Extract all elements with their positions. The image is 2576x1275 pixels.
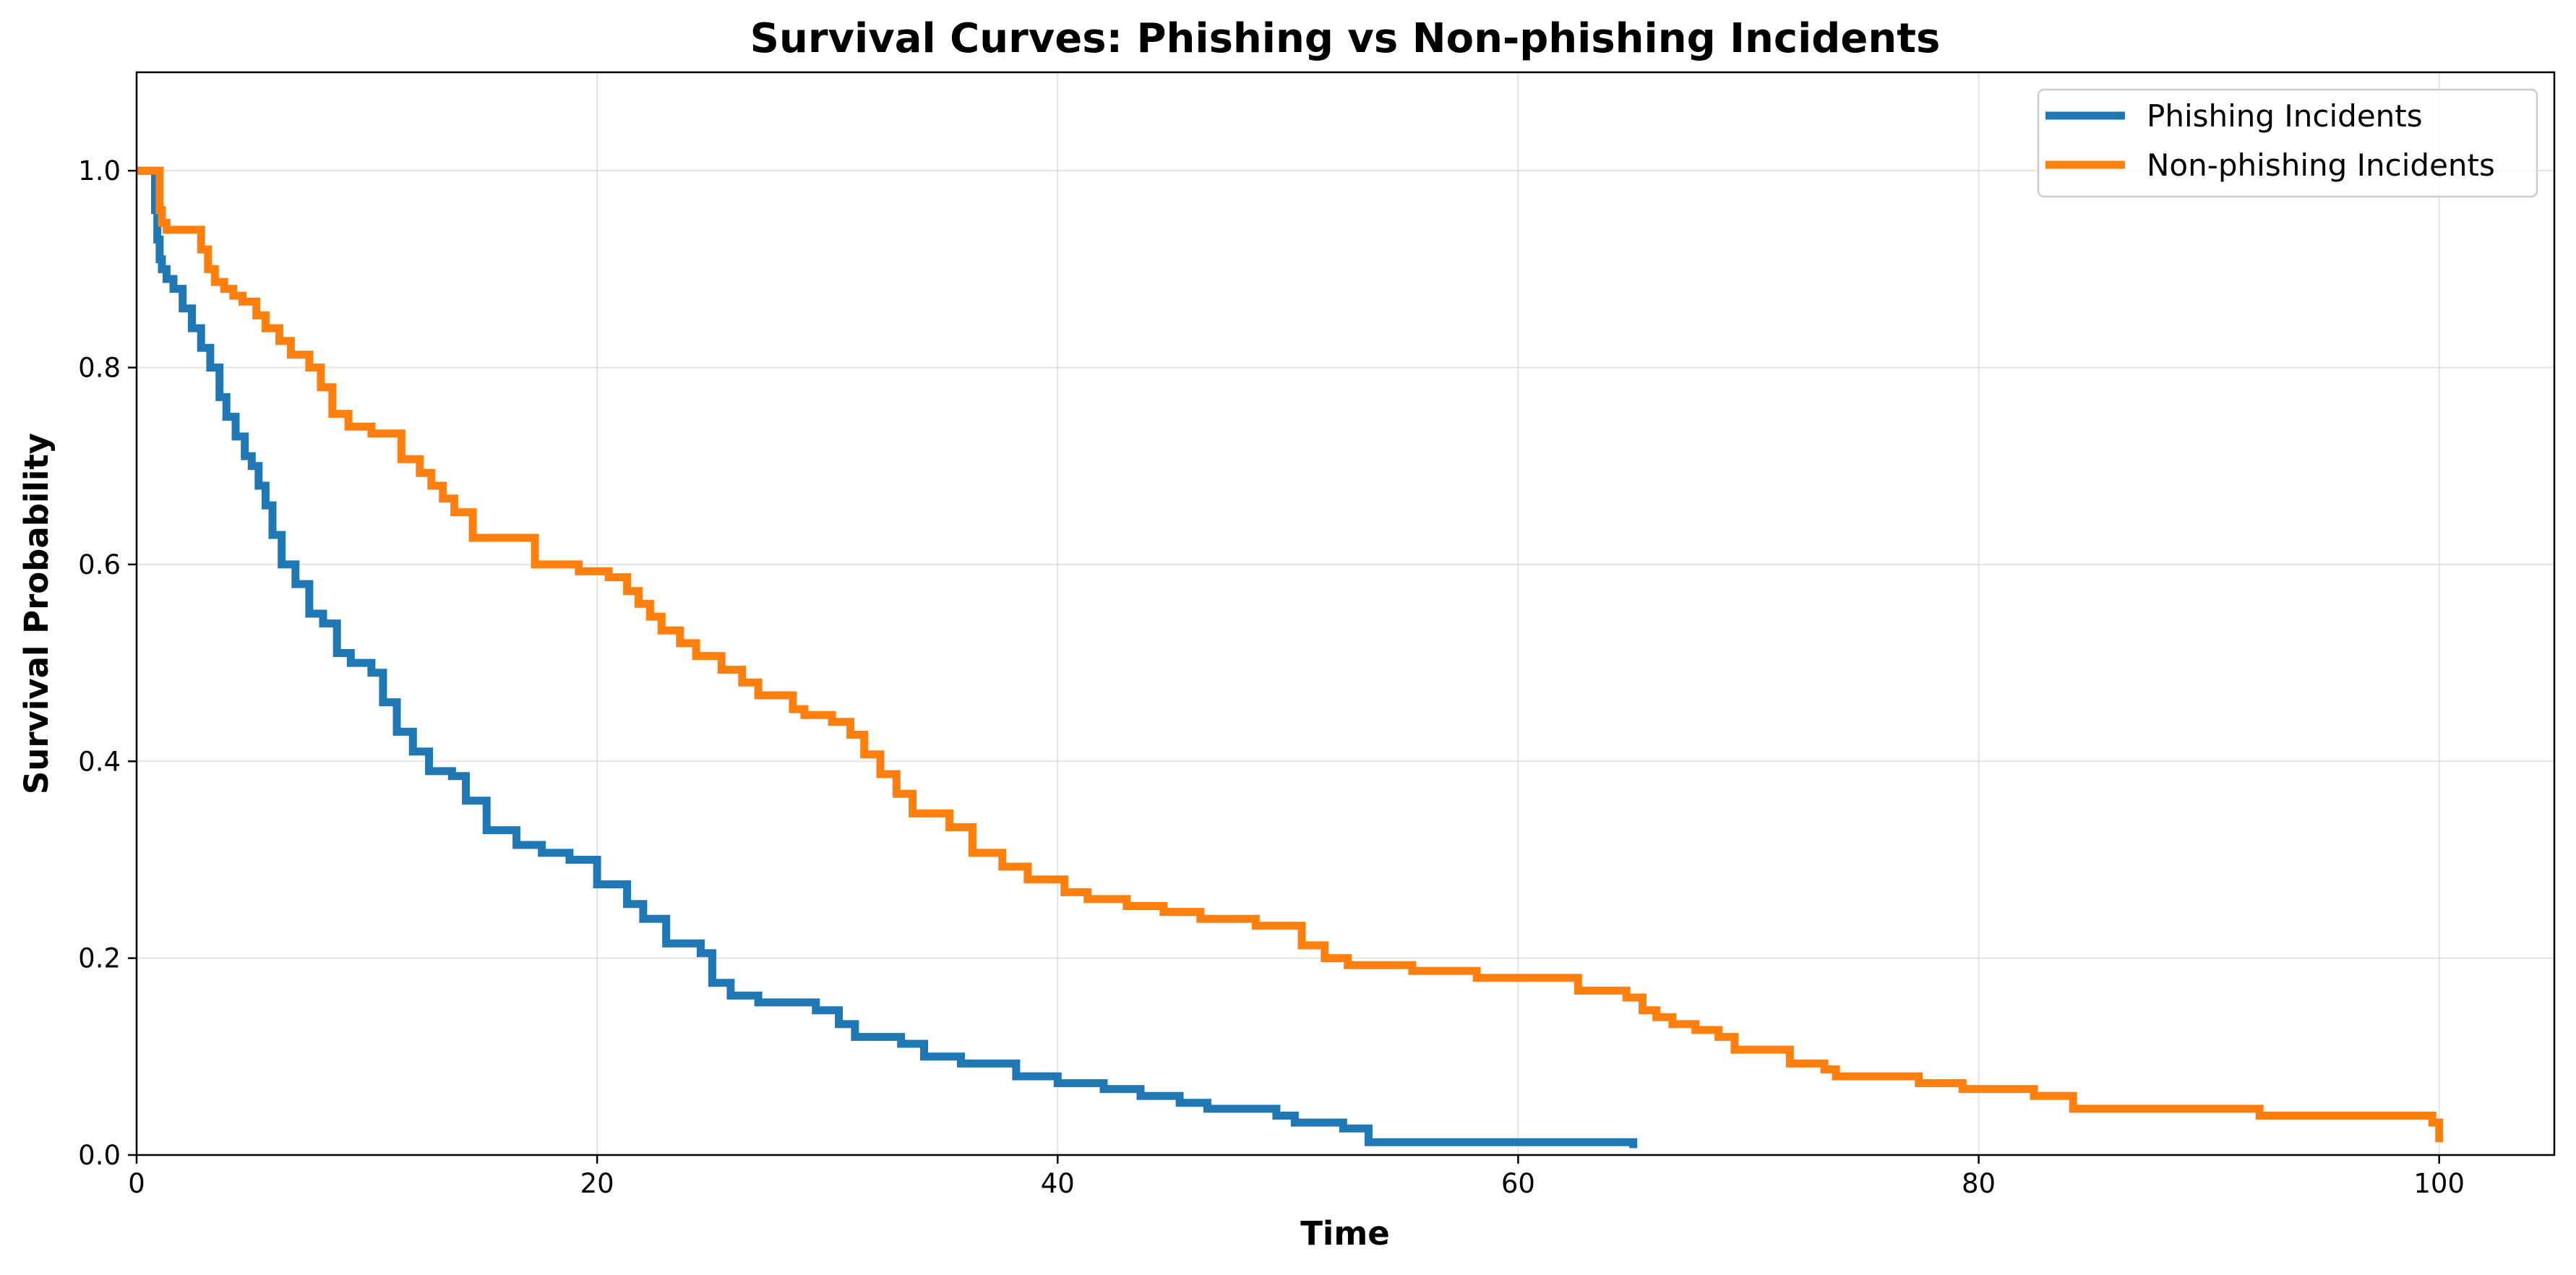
y-tick-label: 0.0 (78, 1140, 121, 1171)
x-tick-label: 60 (1501, 1168, 1535, 1199)
legend-label-phishing: Phishing Incidents (2147, 98, 2423, 134)
y-tick-label: 0.6 (78, 549, 121, 580)
x-tick-label: 40 (1041, 1168, 1075, 1199)
series-line-phishing (137, 166, 1638, 1149)
x-tick-label: 80 (1962, 1168, 1996, 1199)
chart-title: Survival Curves: Phishing vs Non-phishin… (750, 15, 1941, 62)
x-tick-label: 0 (128, 1168, 145, 1199)
legend-label-non-phishing: Non-phishing Incidents (2147, 147, 2495, 183)
series-group (137, 166, 2444, 1149)
x-tick-label: 100 (2413, 1168, 2465, 1199)
ticks: 0 20 40 60 80 100 0.0 0.2 0.4 0.6 0.8 1.0 (78, 155, 2465, 1199)
y-tick-label: 0.4 (78, 746, 121, 777)
y-tick-label: 1.0 (78, 155, 121, 186)
x-axis-label: Time (1300, 1214, 1390, 1253)
legend: Phishing Incidents Non-phishing Incident… (2037, 88, 2538, 198)
series-line-non-phishing (137, 166, 2444, 1143)
y-tick-label: 0.8 (78, 353, 121, 384)
axes-frame (135, 71, 2556, 1156)
y-tick-label: 0.2 (78, 943, 121, 974)
y-axis-label: Survival Probability (17, 433, 56, 794)
legend-box (2037, 88, 2538, 198)
x-tick-label: 20 (580, 1168, 614, 1199)
